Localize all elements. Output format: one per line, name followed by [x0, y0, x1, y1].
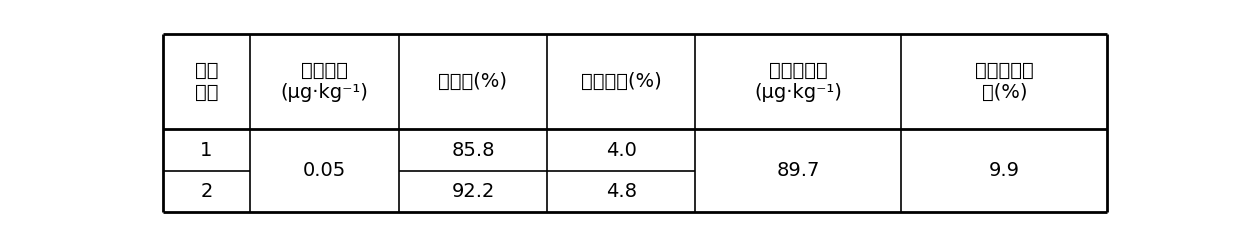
Text: 样本
批号: 样本 批号 [195, 61, 218, 102]
Text: 4.0: 4.0 [606, 141, 637, 160]
Text: 平均回收率
(μg·kg⁻¹): 平均回收率 (μg·kg⁻¹) [755, 61, 843, 102]
Text: 0.05: 0.05 [304, 162, 346, 181]
Text: 89.7: 89.7 [777, 162, 820, 181]
Text: 92.2: 92.2 [451, 182, 494, 201]
Text: 批间变异系
数(%): 批间变异系 数(%) [975, 61, 1033, 102]
Text: 1: 1 [201, 141, 213, 160]
Text: 9.9: 9.9 [989, 162, 1020, 181]
Text: 2: 2 [201, 182, 213, 201]
Text: 添加浓度
(μg·kg⁻¹): 添加浓度 (μg·kg⁻¹) [281, 61, 368, 102]
Text: 85.8: 85.8 [451, 141, 494, 160]
Text: 4.8: 4.8 [606, 182, 637, 201]
Text: 批内变异(%): 批内变异(%) [581, 72, 662, 91]
Text: 回收率(%): 回收率(%) [439, 72, 508, 91]
